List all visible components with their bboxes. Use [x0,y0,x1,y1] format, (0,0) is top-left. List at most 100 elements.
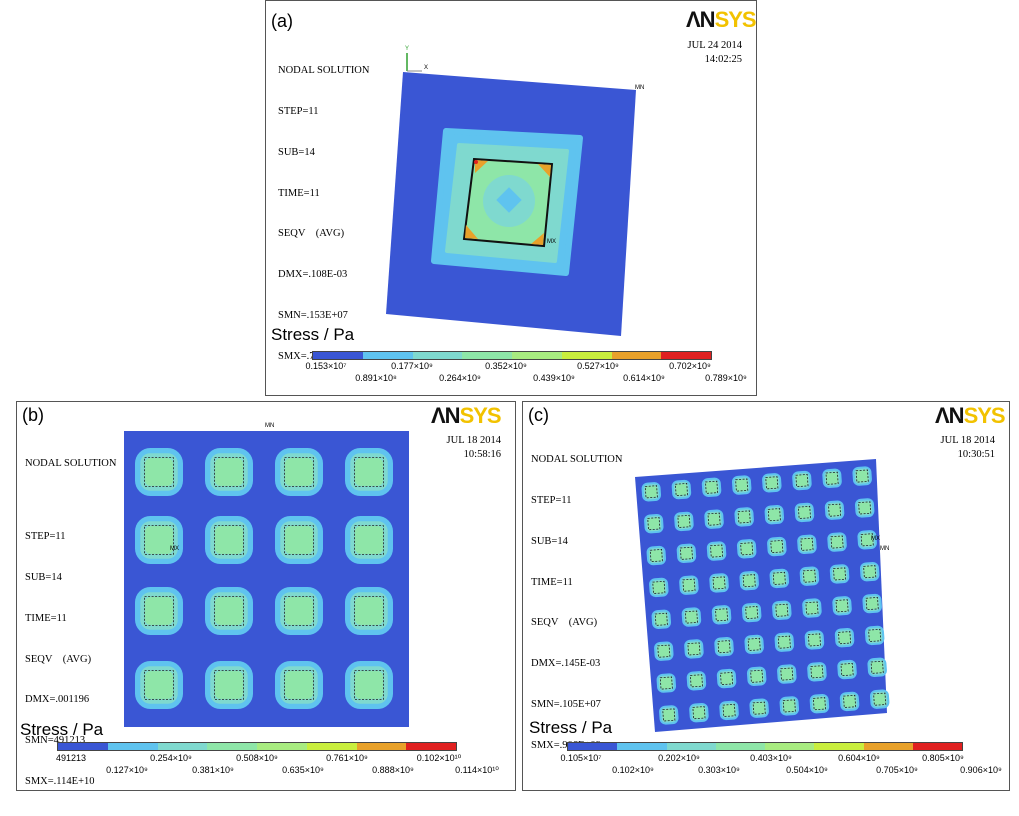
panel-label: (b) [22,405,44,425]
date-stamp: JUL 24 2014 14:02:25 [687,40,742,65]
stress-cell [659,705,679,725]
stress-cell [275,587,323,635]
legend-value: 0.439×10⁹ [533,373,575,383]
stress-cell [867,657,887,678]
stress-cell [736,539,757,559]
stress-label: Stress / Pa [529,718,613,737]
mx-marker: MX [170,546,179,552]
legend-value: 0.635×10⁹ [282,765,324,775]
panel-label: (c) [528,405,549,425]
stress-cell [839,691,860,712]
legend-value: 0.891×10⁸ [355,373,397,383]
legend-value: 0.102×10¹⁰ [416,753,462,763]
legend-value: 0.508×10⁹ [236,753,278,763]
stress-cell [794,502,815,523]
panel-label: (a) [271,11,293,31]
stress-cell [854,498,875,518]
legend-value: 0.303×10⁹ [698,765,740,775]
panel-b: (b) ΛNSYS NODAL SOLUTION STEP=11 SUB=14 … [16,401,516,791]
legend-value: 0.527×10⁹ [577,361,619,371]
legend-value: 0.127×10⁹ [106,765,148,775]
legend-value: 0.114×10¹⁰ [455,765,499,775]
stress-cell [832,596,852,616]
stress-cell [739,570,759,591]
stress-contour-plot: MX MN [635,459,890,732]
legend-value: 0.105×10⁷ [560,753,602,763]
legend-value: 0.805×10⁹ [922,753,964,763]
stress-cell [741,602,762,623]
stress-cell [135,516,183,564]
mn-marker: MN [635,85,644,91]
legend-value: 0.254×10⁹ [150,753,192,763]
stress-cell [779,696,800,716]
stress-cell [714,636,734,657]
legend-value: 0.888×10⁹ [372,765,414,775]
stress-cell [205,448,253,496]
stress-cell [772,600,792,621]
mx-marker: MX [871,536,880,542]
stress-cell [706,541,727,561]
stress-cell [767,536,787,557]
stress-cell [862,593,882,614]
color-legend-bar [57,742,457,751]
stress-cell [646,545,667,566]
stress-cell [671,479,692,500]
stress-contour-plot: Y X MN MX [386,46,644,336]
legend-value: 0.789×10⁹ [705,373,747,383]
stress-cell [701,477,722,498]
stress-cell [205,661,253,709]
stress-cell [711,605,732,625]
stress-cell [857,530,877,550]
stress-cell [716,668,737,689]
stress-cell [686,671,707,691]
legend-value: 0.177×10⁹ [391,361,433,371]
stress-cell [275,448,323,496]
stress-cell [799,566,820,586]
solution-info: NODAL SOLUTION STEP=11 SUB=14 TIME=11 SE… [531,454,623,751]
legend-value: 0.604×10⁹ [838,753,880,763]
stress-cell [859,561,880,582]
stress-cell [797,534,817,555]
stress-cell [654,641,674,661]
ansys-logo: ΛNSYS [431,403,502,428]
stress-cell [135,661,183,709]
stress-cell [769,568,790,589]
stress-cell [829,564,850,584]
legend-value: 0.761×10⁹ [326,753,368,763]
stress-cell [824,500,845,520]
stress-cell [135,448,183,496]
ansys-logo: ΛNSYS [686,7,757,32]
legend-value: 0.153×10⁷ [305,361,347,371]
stress-cell [802,598,822,618]
stress-cell [764,504,785,525]
stress-cell [709,573,729,593]
stress-cell [731,475,752,495]
mn-marker: MN [265,423,274,429]
stress-cell [689,702,709,723]
stress-label: Stress / Pa [20,720,104,739]
stress-cell [674,511,694,532]
color-legend-bar [567,742,963,751]
legend-value: 0.352×10⁹ [485,361,527,371]
legend-value: 0.264×10⁹ [439,373,481,383]
stress-cell [774,632,795,652]
stress-cell [275,661,323,709]
stress-cell [345,448,393,496]
legend-value: 0.705×10⁹ [876,765,918,775]
date-stamp: JUL 18 2014 10:30:51 [940,435,995,460]
stress-cell [746,666,767,687]
panel-a: (a) ΛNSYS NODAL SOLUTION STEP=11 SUB=14 … [265,0,757,396]
date-stamp: JUL 18 2014 10:58:16 [446,435,501,460]
stress-cell [651,609,672,630]
stress-cell [822,468,842,489]
stress-label: Stress / Pa [271,325,355,344]
stress-cell [275,516,323,564]
legend-value: 0.102×10⁹ [612,765,654,775]
stress-contour-plot: MN MX [124,423,409,727]
stress-cell [205,587,253,635]
legend-value: 0.702×10⁹ [669,361,711,371]
stress-cell [809,693,830,714]
stress-cell [205,516,253,564]
stress-cell [135,587,183,635]
stress-cell [807,662,827,682]
